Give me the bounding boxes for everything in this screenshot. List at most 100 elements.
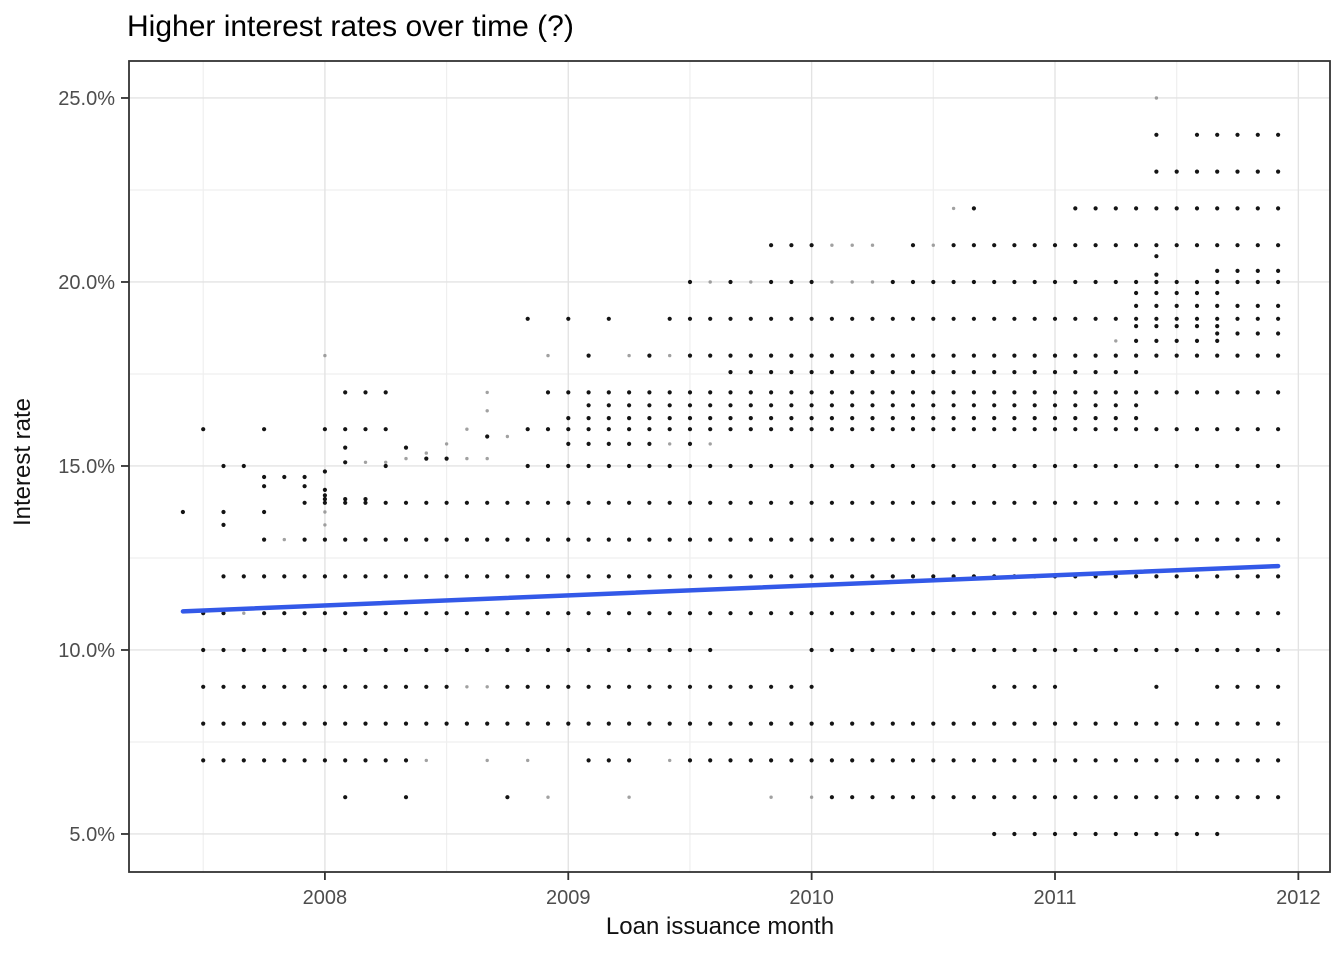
data-point xyxy=(870,721,875,726)
data-point xyxy=(1113,206,1118,211)
data-point xyxy=(424,451,428,455)
data-point xyxy=(789,463,794,469)
x-axis-title: Loan issuance month xyxy=(0,913,1344,941)
data-point xyxy=(647,353,652,358)
data-point xyxy=(201,647,206,653)
data-point xyxy=(931,795,936,800)
data-point xyxy=(322,500,327,505)
data-point xyxy=(1276,463,1281,469)
data-point xyxy=(1235,500,1240,505)
data-point xyxy=(627,441,632,446)
data-point xyxy=(1093,279,1098,285)
data-point xyxy=(302,474,307,480)
data-point xyxy=(343,500,348,505)
data-point xyxy=(931,500,936,505)
data-point xyxy=(1154,279,1159,285)
data-point xyxy=(1154,390,1159,395)
data-point xyxy=(789,721,794,726)
data-point xyxy=(1174,427,1179,432)
data-point xyxy=(850,403,855,408)
data-point xyxy=(951,403,956,408)
data-point xyxy=(728,316,733,321)
data-point xyxy=(606,463,611,469)
data-point xyxy=(1174,279,1179,285)
x-tick-label: 2009 xyxy=(546,887,591,909)
data-point xyxy=(910,390,916,395)
data-point xyxy=(1276,303,1281,308)
data-point xyxy=(829,537,835,542)
data-point xyxy=(870,427,875,432)
data-point xyxy=(1032,370,1037,375)
data-point xyxy=(505,647,510,653)
data-point xyxy=(1215,169,1220,174)
data-point xyxy=(606,647,611,653)
data-point xyxy=(728,353,733,358)
data-point xyxy=(1215,324,1220,329)
data-point xyxy=(1052,795,1058,800)
data-point xyxy=(647,463,652,469)
data-point xyxy=(343,460,348,465)
data-point xyxy=(789,427,794,432)
data-point xyxy=(1215,243,1220,248)
data-point xyxy=(606,537,611,542)
data-point xyxy=(1194,463,1200,469)
data-point xyxy=(1194,390,1200,395)
data-point xyxy=(890,370,895,375)
data-point xyxy=(1255,574,1260,579)
data-point xyxy=(870,316,875,321)
data-point xyxy=(809,390,814,395)
data-point xyxy=(708,442,712,446)
data-point xyxy=(485,500,490,505)
data-point xyxy=(870,353,875,358)
data-point xyxy=(668,758,672,763)
data-point xyxy=(931,403,936,408)
data-point xyxy=(444,647,449,653)
data-point xyxy=(1235,390,1240,395)
data-point xyxy=(708,721,713,726)
data-point xyxy=(1194,338,1200,343)
data-point xyxy=(1255,721,1260,726)
data-point xyxy=(789,537,794,542)
data-point xyxy=(363,647,368,653)
data-point xyxy=(1255,463,1260,469)
data-point xyxy=(829,390,835,395)
data-point xyxy=(687,537,693,542)
data-point xyxy=(1032,390,1037,395)
data-point xyxy=(1255,390,1260,395)
data-point xyxy=(992,316,997,321)
data-point xyxy=(586,403,591,408)
data-point xyxy=(1235,795,1240,800)
data-point xyxy=(769,353,774,358)
data-point xyxy=(485,574,490,579)
data-point xyxy=(829,758,835,763)
data-point xyxy=(1012,316,1017,321)
data-point xyxy=(809,403,814,408)
data-point xyxy=(1134,324,1139,329)
data-point xyxy=(687,647,693,653)
data-point xyxy=(1134,721,1139,726)
data-point xyxy=(647,416,652,421)
data-point xyxy=(971,403,977,408)
data-point xyxy=(1215,338,1220,343)
data-point xyxy=(566,611,571,616)
data-point xyxy=(647,721,652,726)
data-point xyxy=(830,243,834,247)
data-point xyxy=(931,611,936,616)
data-point xyxy=(1012,243,1017,248)
data-point xyxy=(809,427,814,432)
data-point xyxy=(951,611,956,616)
data-point xyxy=(809,279,814,285)
data-point xyxy=(1174,537,1179,542)
data-point xyxy=(647,537,652,542)
data-point xyxy=(363,427,368,432)
data-point xyxy=(302,647,307,653)
data-point xyxy=(870,403,875,408)
data-point xyxy=(1194,647,1200,653)
data-point xyxy=(809,574,814,579)
data-point xyxy=(525,537,530,542)
data-point xyxy=(728,500,733,505)
data-point xyxy=(951,206,956,211)
data-point xyxy=(850,280,854,284)
data-point xyxy=(829,611,835,616)
